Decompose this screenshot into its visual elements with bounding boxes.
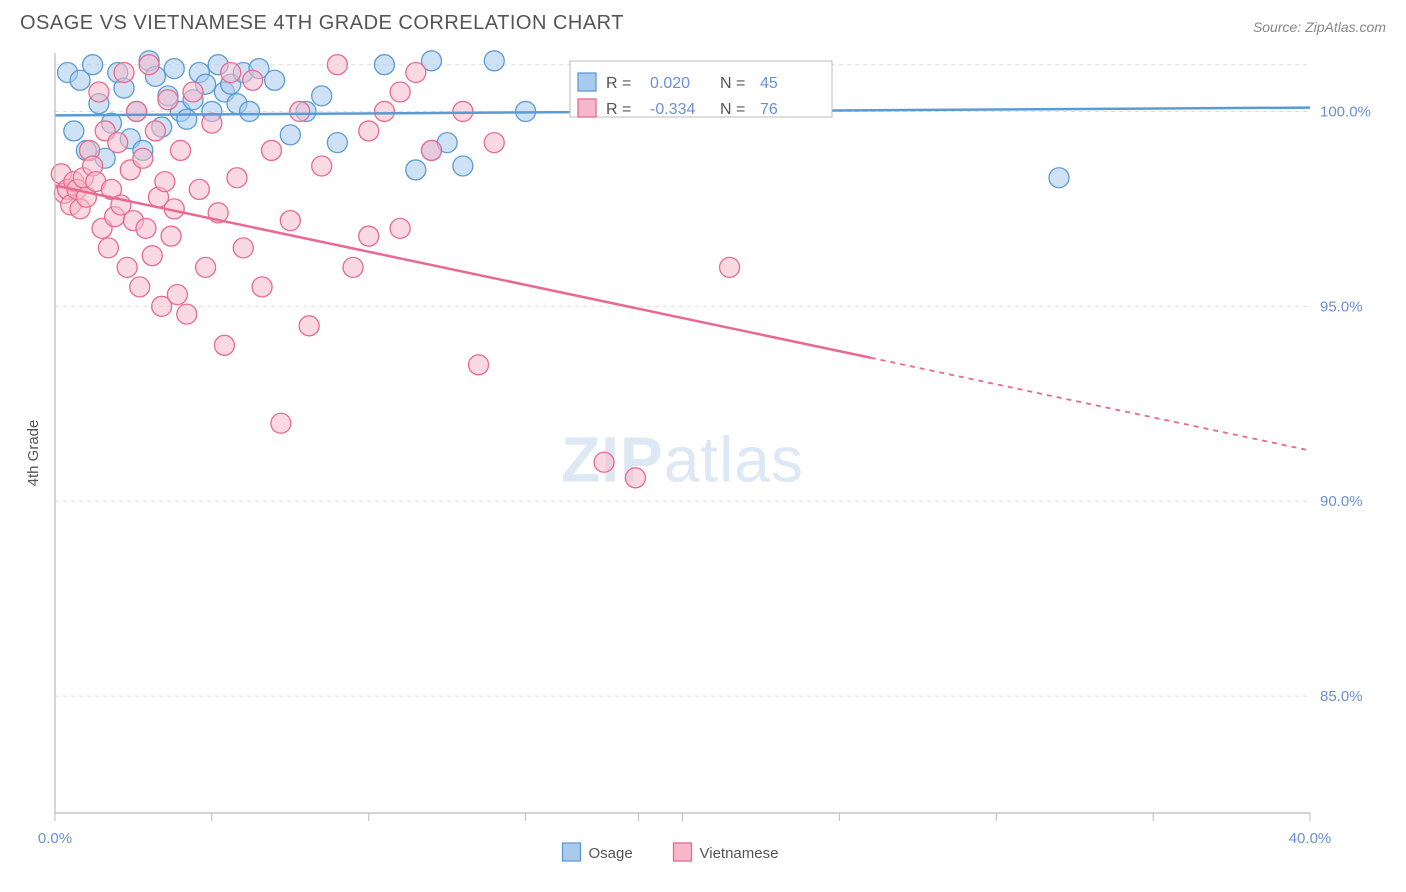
scatter-chart: ZIPatlas0.0%40.0%85.0%90.0%95.0%100.0%R … <box>0 43 1406 863</box>
data-point <box>1049 168 1069 188</box>
data-point <box>374 55 394 75</box>
data-point <box>127 101 147 121</box>
data-point <box>155 172 175 192</box>
data-point <box>167 285 187 305</box>
data-point <box>108 133 128 153</box>
legend-series-label: Vietnamese <box>700 845 779 862</box>
data-point <box>171 140 191 160</box>
y-tick-label: 100.0% <box>1320 103 1371 120</box>
data-point <box>265 70 285 90</box>
legend-swatch <box>563 843 581 861</box>
legend-r-value: -0.334 <box>650 101 695 118</box>
legend-n-label: N = <box>720 101 745 118</box>
legend-n-value: 76 <box>760 101 778 118</box>
data-point <box>227 168 247 188</box>
data-point <box>374 101 394 121</box>
data-point <box>202 113 222 133</box>
data-point <box>280 125 300 145</box>
data-point <box>183 82 203 102</box>
data-point <box>133 148 153 168</box>
data-point <box>139 55 159 75</box>
data-point <box>243 70 263 90</box>
data-point <box>422 140 442 160</box>
data-point <box>261 140 281 160</box>
legend-series-label: Osage <box>589 845 633 862</box>
x-tick-label: 40.0% <box>1289 830 1332 847</box>
y-axis-label: 4th Grade <box>25 420 42 487</box>
chart-source: Source: ZipAtlas.com <box>1253 19 1386 35</box>
data-point <box>177 304 197 324</box>
legend-swatch <box>578 99 596 117</box>
data-point <box>327 133 347 153</box>
data-point <box>158 90 178 110</box>
regression-line-extrapolated <box>871 358 1310 451</box>
legend-n-label: N = <box>720 75 745 92</box>
legend-r-label: R = <box>606 101 631 118</box>
data-point <box>142 246 162 266</box>
data-point <box>98 238 118 258</box>
data-point <box>406 62 426 82</box>
chart-title: OSAGE VS VIETNAMESE 4TH GRADE CORRELATIO… <box>20 12 624 35</box>
data-point <box>177 109 197 129</box>
data-point <box>161 226 181 246</box>
y-tick-label: 85.0% <box>1320 688 1363 705</box>
legend-n-value: 45 <box>760 75 778 92</box>
chart-area: 4th Grade ZIPatlas0.0%40.0%85.0%90.0%95.… <box>0 43 1406 863</box>
data-point <box>114 62 134 82</box>
data-point <box>359 121 379 141</box>
data-point <box>390 82 410 102</box>
data-point <box>271 413 291 433</box>
data-point <box>343 257 363 277</box>
data-point <box>720 257 740 277</box>
data-point <box>196 257 216 277</box>
data-point <box>359 226 379 246</box>
data-point <box>299 316 319 336</box>
legend-swatch <box>578 73 596 91</box>
data-point <box>64 121 84 141</box>
data-point <box>136 218 156 238</box>
data-point <box>280 211 300 231</box>
regression-line <box>55 186 871 358</box>
data-point <box>390 218 410 238</box>
data-point <box>214 335 234 355</box>
data-point <box>252 277 272 297</box>
data-point <box>484 51 504 71</box>
data-point <box>453 156 473 176</box>
y-tick-label: 90.0% <box>1320 493 1363 510</box>
data-point <box>594 452 614 472</box>
data-point <box>453 101 473 121</box>
data-point <box>484 133 504 153</box>
data-point <box>130 277 150 297</box>
data-point <box>240 101 260 121</box>
data-point <box>327 55 347 75</box>
x-tick-label: 0.0% <box>38 830 72 847</box>
data-point <box>117 257 137 277</box>
data-point <box>312 156 332 176</box>
data-point <box>625 468 645 488</box>
data-point <box>233 238 253 258</box>
legend-r-value: 0.020 <box>650 75 690 92</box>
data-point <box>89 82 109 102</box>
data-point <box>164 59 184 79</box>
data-point <box>406 160 426 180</box>
data-point <box>145 121 165 141</box>
data-point <box>469 355 489 375</box>
data-point <box>221 62 241 82</box>
data-point <box>290 101 310 121</box>
y-tick-label: 95.0% <box>1320 298 1363 315</box>
legend-r-label: R = <box>606 75 631 92</box>
legend-swatch <box>674 843 692 861</box>
data-point <box>189 179 209 199</box>
data-point <box>83 55 103 75</box>
data-point <box>312 86 332 106</box>
